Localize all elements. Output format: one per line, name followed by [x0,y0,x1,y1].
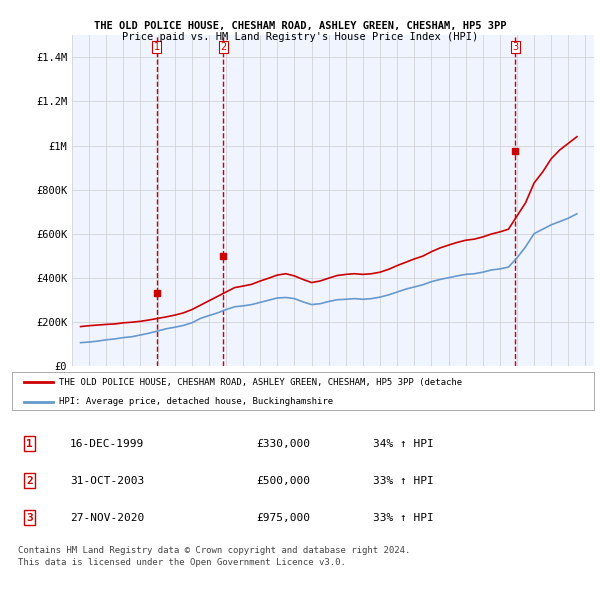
Text: £975,000: £975,000 [256,513,310,523]
Text: 27-NOV-2020: 27-NOV-2020 [70,513,145,523]
Text: £330,000: £330,000 [256,438,310,448]
Text: 33% ↑ HPI: 33% ↑ HPI [373,476,434,486]
Text: 1: 1 [154,42,160,52]
Text: 33% ↑ HPI: 33% ↑ HPI [373,513,434,523]
Text: Price paid vs. HM Land Registry's House Price Index (HPI): Price paid vs. HM Land Registry's House … [122,32,478,42]
Text: THE OLD POLICE HOUSE, CHESHAM ROAD, ASHLEY GREEN, CHESHAM, HP5 3PP: THE OLD POLICE HOUSE, CHESHAM ROAD, ASHL… [94,21,506,31]
Text: 31-OCT-2003: 31-OCT-2003 [70,476,145,486]
Text: 2: 2 [26,476,33,486]
Text: 16-DEC-1999: 16-DEC-1999 [70,438,145,448]
Text: £500,000: £500,000 [256,476,310,486]
Text: 2: 2 [220,42,226,52]
Text: THE OLD POLICE HOUSE, CHESHAM ROAD, ASHLEY GREEN, CHESHAM, HP5 3PP (detache: THE OLD POLICE HOUSE, CHESHAM ROAD, ASHL… [59,378,461,387]
Text: 3: 3 [512,42,518,52]
Text: This data is licensed under the Open Government Licence v3.0.: This data is licensed under the Open Gov… [18,558,346,566]
Text: Contains HM Land Registry data © Crown copyright and database right 2024.: Contains HM Land Registry data © Crown c… [18,546,410,555]
Text: HPI: Average price, detached house, Buckinghamshire: HPI: Average price, detached house, Buck… [59,397,332,406]
Text: 1: 1 [26,438,33,448]
Text: 3: 3 [26,513,33,523]
Text: 34% ↑ HPI: 34% ↑ HPI [373,438,434,448]
